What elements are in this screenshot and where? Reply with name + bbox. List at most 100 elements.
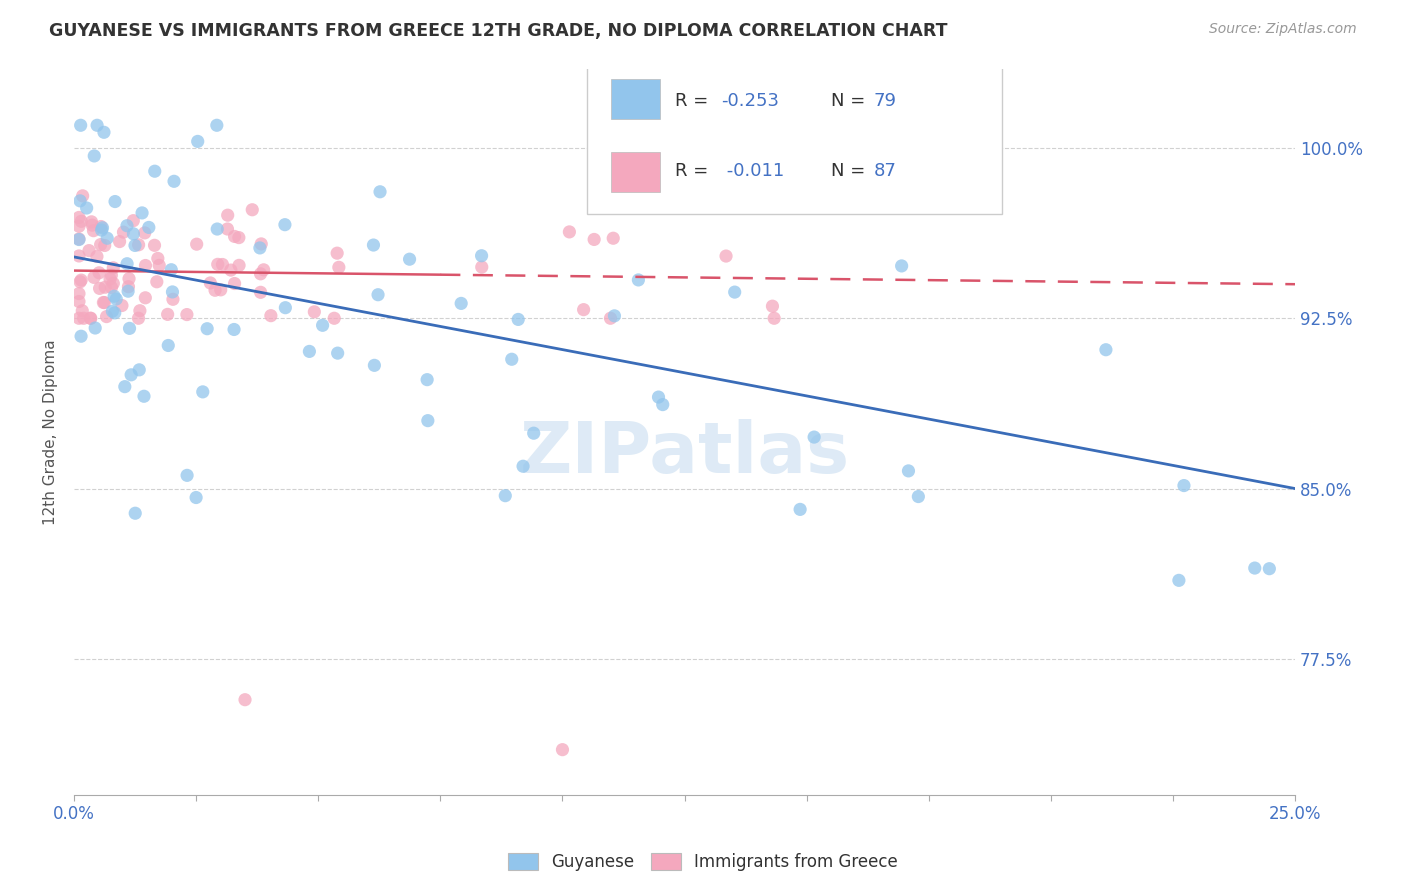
- Point: [890, 259, 912, 273]
- Point: [93, 295, 115, 310]
- Point: [249, 267, 271, 281]
- Point: [311, 318, 333, 333]
- Point: [751, 158, 773, 172]
- Point: [778, 139, 800, 153]
- Point: [651, 398, 673, 412]
- Point: [471, 249, 494, 263]
- Point: [79, 311, 101, 326]
- Point: [124, 238, 146, 252]
- FancyBboxPatch shape: [586, 62, 1002, 214]
- Point: [90, 237, 112, 252]
- Point: [416, 414, 439, 428]
- Point: [67, 232, 90, 246]
- Point: [120, 368, 142, 382]
- Text: R =: R =: [675, 161, 714, 179]
- Point: [156, 307, 179, 321]
- Point: [70, 214, 93, 228]
- Point: [207, 222, 229, 236]
- Point: [228, 258, 250, 272]
- Point: [368, 185, 391, 199]
- Point: [274, 301, 297, 315]
- Point: [96, 231, 118, 245]
- Text: Source: ZipAtlas.com: Source: ZipAtlas.com: [1209, 22, 1357, 37]
- Point: [191, 384, 214, 399]
- Point: [450, 296, 472, 310]
- Point: [367, 287, 389, 301]
- Point: [211, 258, 233, 272]
- Point: [1243, 561, 1265, 575]
- Point: [572, 302, 595, 317]
- Point: [323, 311, 346, 326]
- Point: [207, 257, 229, 271]
- Point: [328, 260, 350, 275]
- Bar: [612, 79, 661, 120]
- Point: [77, 244, 100, 258]
- Point: [80, 215, 103, 229]
- Point: [111, 299, 134, 313]
- Point: [803, 430, 825, 444]
- Point: [274, 218, 297, 232]
- Point: [304, 305, 326, 319]
- Point: [118, 271, 141, 285]
- Point: [162, 285, 184, 299]
- Point: [326, 246, 349, 260]
- Point: [83, 270, 105, 285]
- Point: [89, 281, 111, 295]
- Point: [146, 252, 169, 266]
- Point: [76, 201, 98, 215]
- Point: [1173, 478, 1195, 492]
- Point: [70, 329, 93, 343]
- Point: [148, 258, 170, 272]
- Point: [228, 230, 250, 244]
- Point: [250, 236, 273, 251]
- Point: [1258, 562, 1281, 576]
- Point: [93, 238, 115, 252]
- Point: [233, 692, 256, 706]
- Point: [1095, 343, 1118, 357]
- Y-axis label: 12th Grade, No Diploma: 12th Grade, No Diploma: [44, 339, 58, 524]
- Point: [599, 311, 621, 326]
- Point: [134, 226, 156, 240]
- Point: [103, 289, 125, 303]
- Point: [761, 299, 783, 313]
- Point: [96, 310, 118, 324]
- Point: [249, 241, 271, 255]
- Point: [205, 118, 228, 132]
- Point: [132, 389, 155, 403]
- Point: [627, 273, 650, 287]
- Point: [122, 213, 145, 227]
- Point: [128, 363, 150, 377]
- Point: [80, 311, 103, 326]
- Point: [253, 262, 276, 277]
- Text: N =: N =: [831, 93, 872, 111]
- Point: [86, 118, 108, 132]
- Point: [128, 311, 150, 326]
- Point: [90, 219, 112, 234]
- Point: [217, 208, 239, 222]
- Point: [98, 272, 121, 286]
- Point: [104, 306, 127, 320]
- Point: [103, 260, 125, 275]
- Point: [160, 262, 183, 277]
- Point: [87, 266, 110, 280]
- Point: [84, 321, 107, 335]
- Point: [512, 459, 534, 474]
- Point: [128, 237, 150, 252]
- Point: [69, 194, 91, 208]
- Text: -0.011: -0.011: [721, 161, 785, 179]
- Point: [82, 218, 104, 232]
- Text: -0.253: -0.253: [721, 93, 779, 111]
- Text: N =: N =: [831, 161, 872, 179]
- Point: [124, 506, 146, 520]
- Point: [82, 224, 104, 238]
- Point: [186, 237, 208, 252]
- Point: [67, 286, 90, 301]
- Text: R =: R =: [675, 93, 714, 111]
- Point: [195, 322, 218, 336]
- Point: [249, 285, 271, 300]
- Point: [416, 373, 439, 387]
- Point: [897, 464, 920, 478]
- Point: [260, 309, 283, 323]
- Point: [104, 194, 127, 209]
- Point: [494, 489, 516, 503]
